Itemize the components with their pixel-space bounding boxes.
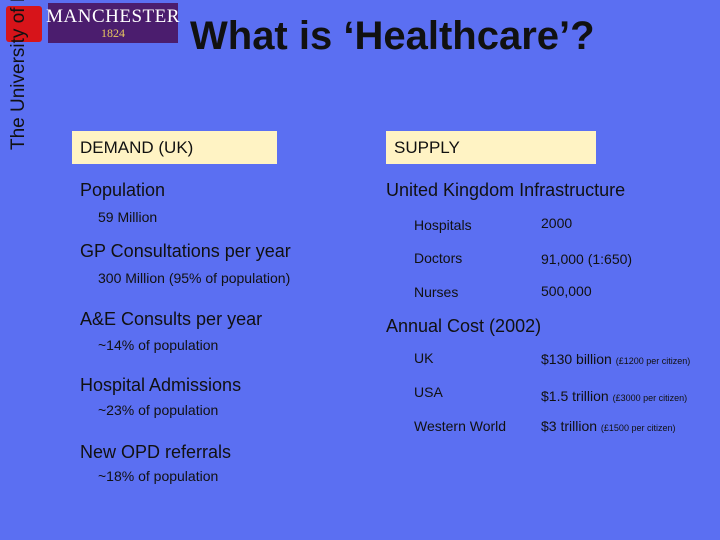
manchester-logo: MANCHESTER 1824 bbox=[46, 3, 180, 43]
logo-brand-name: MANCHESTER bbox=[46, 5, 180, 27]
demand-header-label: DEMAND (UK) bbox=[80, 137, 194, 157]
demand-item-value: 59 Million bbox=[98, 209, 158, 225]
cost-row-name: UK bbox=[414, 350, 434, 366]
infrastructure-row-value: 500,000 bbox=[541, 283, 592, 299]
demand-item-value: ~18% of population bbox=[98, 468, 219, 484]
infrastructure-row-value: 2000 bbox=[541, 215, 573, 231]
infrastructure-row-value: 91,000 (1:650) bbox=[541, 251, 633, 267]
cost-row-name: Western World bbox=[414, 418, 507, 434]
cost-row-name: USA bbox=[414, 384, 443, 400]
demand-header: DEMAND (UK) bbox=[72, 131, 277, 164]
cost-row-note: (£3000 per citizen) bbox=[612, 393, 688, 403]
cost-row-note: (£1200 per citizen) bbox=[615, 356, 691, 366]
slide-title: What is ‘Healthcare’? bbox=[190, 14, 595, 58]
demand-item-label: A&E Consults per year bbox=[80, 309, 263, 329]
cost-row-note: (£1500 per citizen) bbox=[600, 423, 676, 433]
university-vertical-wordmark: The University of Manchester bbox=[8, 0, 29, 150]
cost-heading: Annual Cost (2002) bbox=[386, 316, 542, 336]
infrastructure-heading: United Kingdom Infrastructure bbox=[386, 180, 626, 200]
infrastructure-row-name: Hospitals bbox=[414, 217, 472, 233]
demand-item-label: Hospital Admissions bbox=[80, 375, 242, 395]
infrastructure-row-name: Nurses bbox=[414, 284, 459, 300]
demand-item-label: New OPD referrals bbox=[80, 442, 232, 462]
logo-year: 1824 bbox=[101, 25, 125, 40]
cost-row-value: $3 trillion (£1500 per citizen) bbox=[541, 418, 676, 434]
demand-item-value: ~23% of population bbox=[98, 402, 219, 418]
demand-item-label: GP Consultations per year bbox=[80, 241, 291, 261]
demand-item-value: ~14% of population bbox=[98, 337, 219, 353]
demand-item-label: Population bbox=[80, 180, 166, 200]
cost-row-value: $1.5 trillion (£3000 per citizen) bbox=[541, 388, 688, 404]
supply-header-label: SUPPLY bbox=[394, 137, 460, 157]
university-crest-icon bbox=[6, 6, 42, 42]
cost-row-value: $130 billion (£1200 per citizen) bbox=[541, 351, 691, 367]
infrastructure-row-name: Doctors bbox=[414, 250, 463, 266]
demand-item-value: 300 Million (95% of population) bbox=[98, 270, 291, 286]
supply-header: SUPPLY bbox=[386, 131, 596, 164]
